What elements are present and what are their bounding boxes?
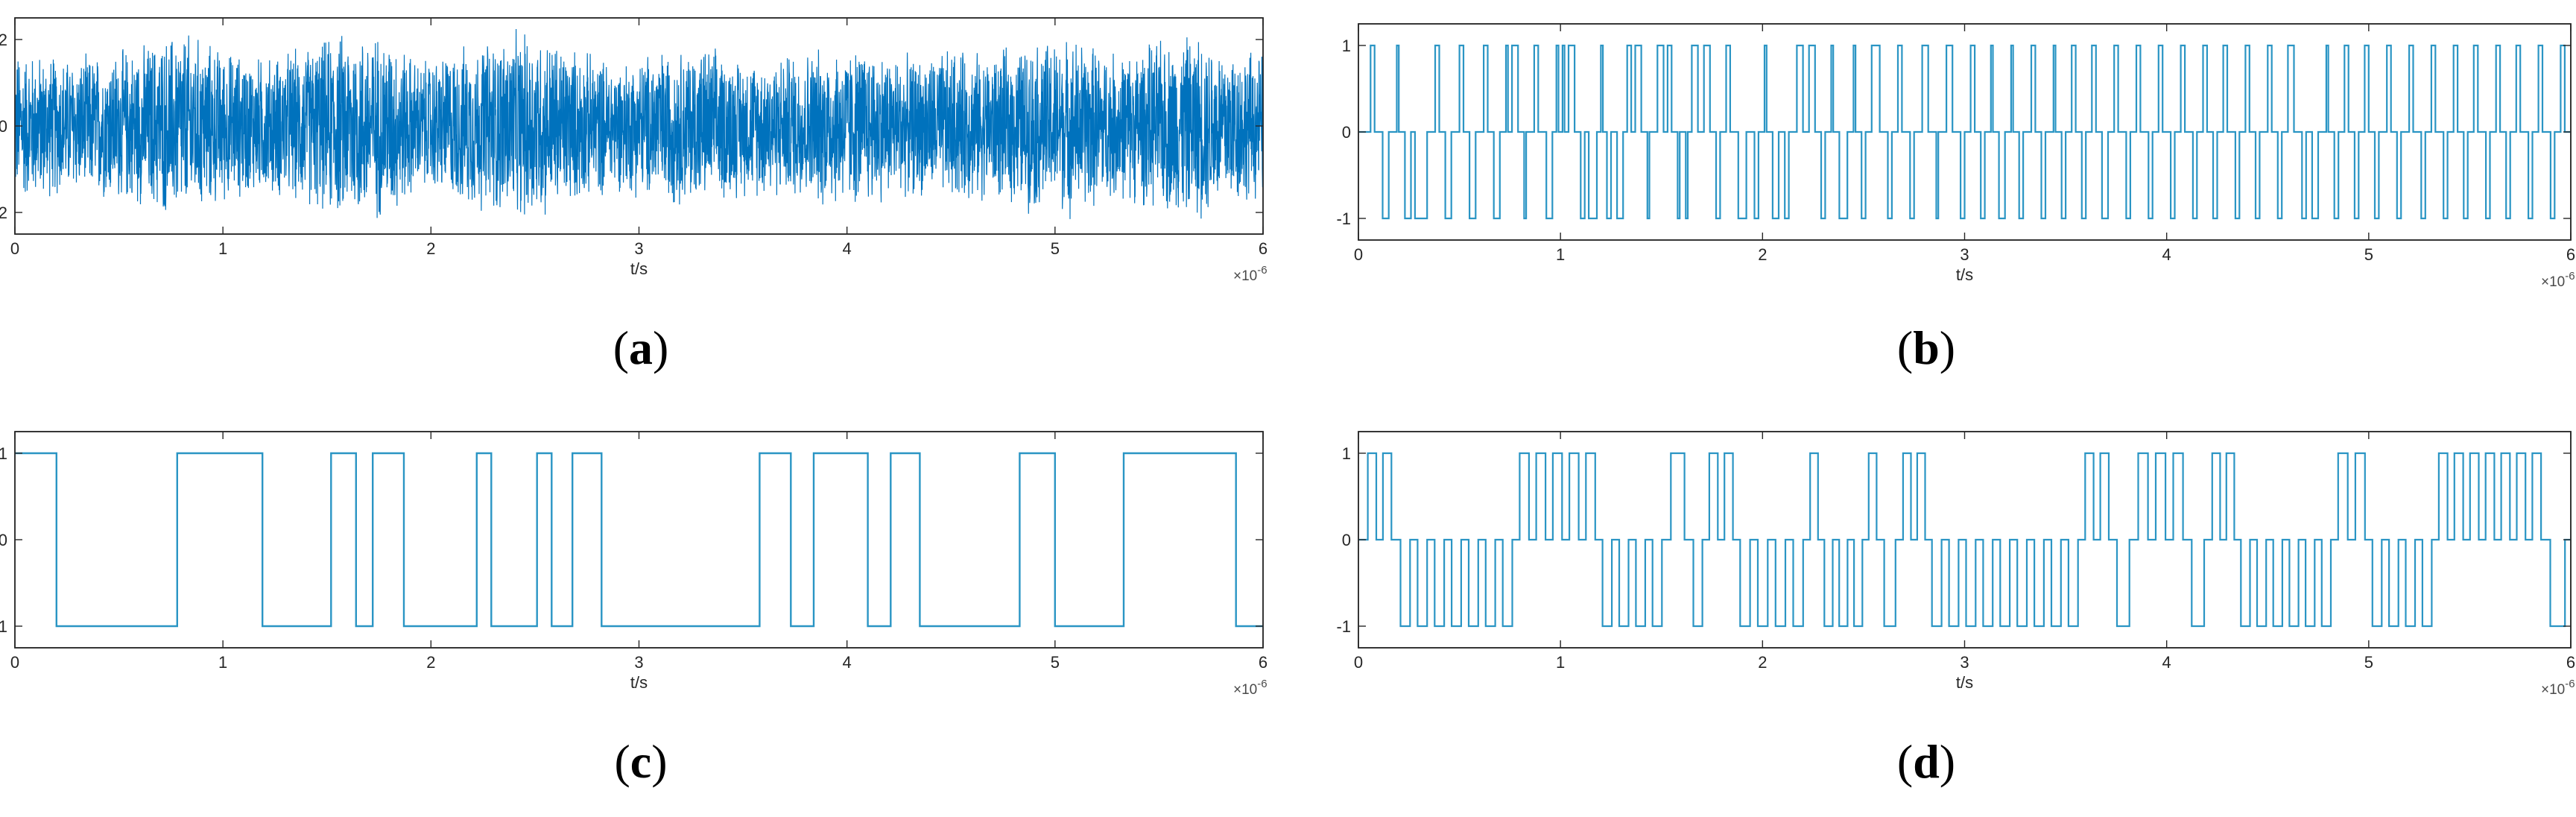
x-tick-label: 1 — [218, 653, 227, 672]
x-axis-exponent: -6 — [1257, 264, 1267, 277]
caption-b: (b) — [1852, 321, 2001, 376]
x-tick-label: 5 — [2364, 245, 2373, 264]
y-tick-label: 0 — [0, 117, 7, 136]
x-axis-multiplier: ×10-6 — [2541, 270, 2575, 290]
x-tick-label: 5 — [2364, 653, 2373, 672]
x-tick-label: 4 — [2162, 245, 2171, 264]
plot-frame-c — [14, 431, 1264, 649]
caption-b-letter: b — [1913, 321, 1940, 374]
chart-panel-d: 0 1 2 3 4 5 6 -1 0 1 t/s ×10-6 — [1311, 429, 2576, 716]
y-tick-label: -2 — [0, 204, 7, 222]
series-a — [14, 28, 1264, 219]
x-axis-label: t/s — [630, 673, 648, 692]
x-tick-label: 6 — [1259, 653, 1267, 672]
x-tick-label: 2 — [426, 653, 435, 672]
caption-c-letter: c — [630, 735, 652, 788]
caption-c-open: ( — [614, 735, 630, 788]
caption-c-close: ) — [651, 735, 668, 788]
x-tick-label: 2 — [1758, 245, 1767, 264]
x-tick-label: 0 — [10, 653, 19, 672]
caption-b-close: ) — [1939, 321, 1956, 374]
series-b — [1358, 44, 2571, 220]
x-axis-exponent: -6 — [2565, 678, 2575, 690]
x-tick-label: 4 — [2162, 653, 2171, 672]
y-tick-label: 0 — [1342, 123, 1351, 142]
x-tick-label: 1 — [1556, 245, 1565, 264]
y-tick-label: -1 — [1336, 617, 1351, 636]
y-tick-label: 2 — [0, 31, 7, 49]
x-tick-label: 3 — [1960, 653, 1969, 672]
series-d — [1358, 452, 2571, 628]
x-axis-label: t/s — [1956, 265, 1973, 284]
chart-panel-b: 0 1 2 3 4 5 6 -1 0 1 t/s ×10-6 — [1311, 15, 2576, 302]
signal-line-c — [15, 452, 1263, 628]
x-tick-label: 0 — [1354, 653, 1363, 672]
x-tick-label: 2 — [426, 239, 435, 258]
x-tick-label: 3 — [634, 653, 643, 672]
y-tick-label: -1 — [0, 617, 7, 636]
x-tick-label: 6 — [1259, 239, 1267, 258]
x-axis-exponent: -6 — [2565, 270, 2575, 283]
x-tick-label: 0 — [10, 239, 19, 258]
caption-d-open: ( — [1896, 735, 1914, 788]
caption-c: (c) — [566, 734, 715, 789]
x-tick-label: 4 — [843, 653, 852, 672]
x-tick-label: 1 — [218, 239, 227, 258]
x-tick-label: 6 — [2566, 653, 2575, 672]
caption-a-letter: a — [629, 321, 653, 374]
caption-a-open: ( — [613, 321, 629, 374]
x-tick-label: 4 — [843, 239, 852, 258]
series-c — [15, 452, 1263, 628]
x-axis-multiplier: ×10-6 — [1233, 678, 1267, 698]
y-tick-label: 1 — [0, 444, 7, 463]
caption-b-open: ( — [1896, 321, 1914, 374]
y-tick-label: -1 — [1336, 209, 1351, 228]
signal-line-a — [14, 28, 1264, 219]
x-axis-exponent: -6 — [1257, 678, 1267, 690]
caption-d-letter: d — [1913, 735, 1940, 788]
x-tick-label: 3 — [634, 239, 643, 258]
x-tick-label: 1 — [1556, 653, 1565, 672]
y-tick-label: 1 — [1342, 444, 1351, 463]
x-axis-label: t/s — [1956, 673, 1973, 692]
x-tick-label: 6 — [2566, 245, 2575, 264]
x-axis-multiplier: ×10-6 — [1233, 264, 1267, 284]
caption-d-close: ) — [1939, 735, 1956, 788]
y-tick-label: 0 — [0, 531, 7, 549]
y-tick-label: 0 — [1342, 531, 1351, 549]
x-tick-label: 5 — [1051, 653, 1060, 672]
caption-a: (a) — [566, 321, 715, 376]
x-axis-label: t/s — [630, 259, 648, 278]
y-tick-label: 1 — [1342, 37, 1351, 55]
x-tick-label: 0 — [1354, 245, 1363, 264]
x-tick-label: 2 — [1758, 653, 1767, 672]
caption-a-close: ) — [653, 321, 669, 374]
x-tick-label: 5 — [1051, 239, 1060, 258]
signal-line-d — [1358, 452, 2571, 628]
caption-d: (d) — [1852, 734, 2001, 789]
x-axis-multiplier: ×10-6 — [2541, 678, 2575, 698]
x-tick-label: 3 — [1960, 245, 1969, 264]
signal-line-b — [1358, 44, 2571, 220]
